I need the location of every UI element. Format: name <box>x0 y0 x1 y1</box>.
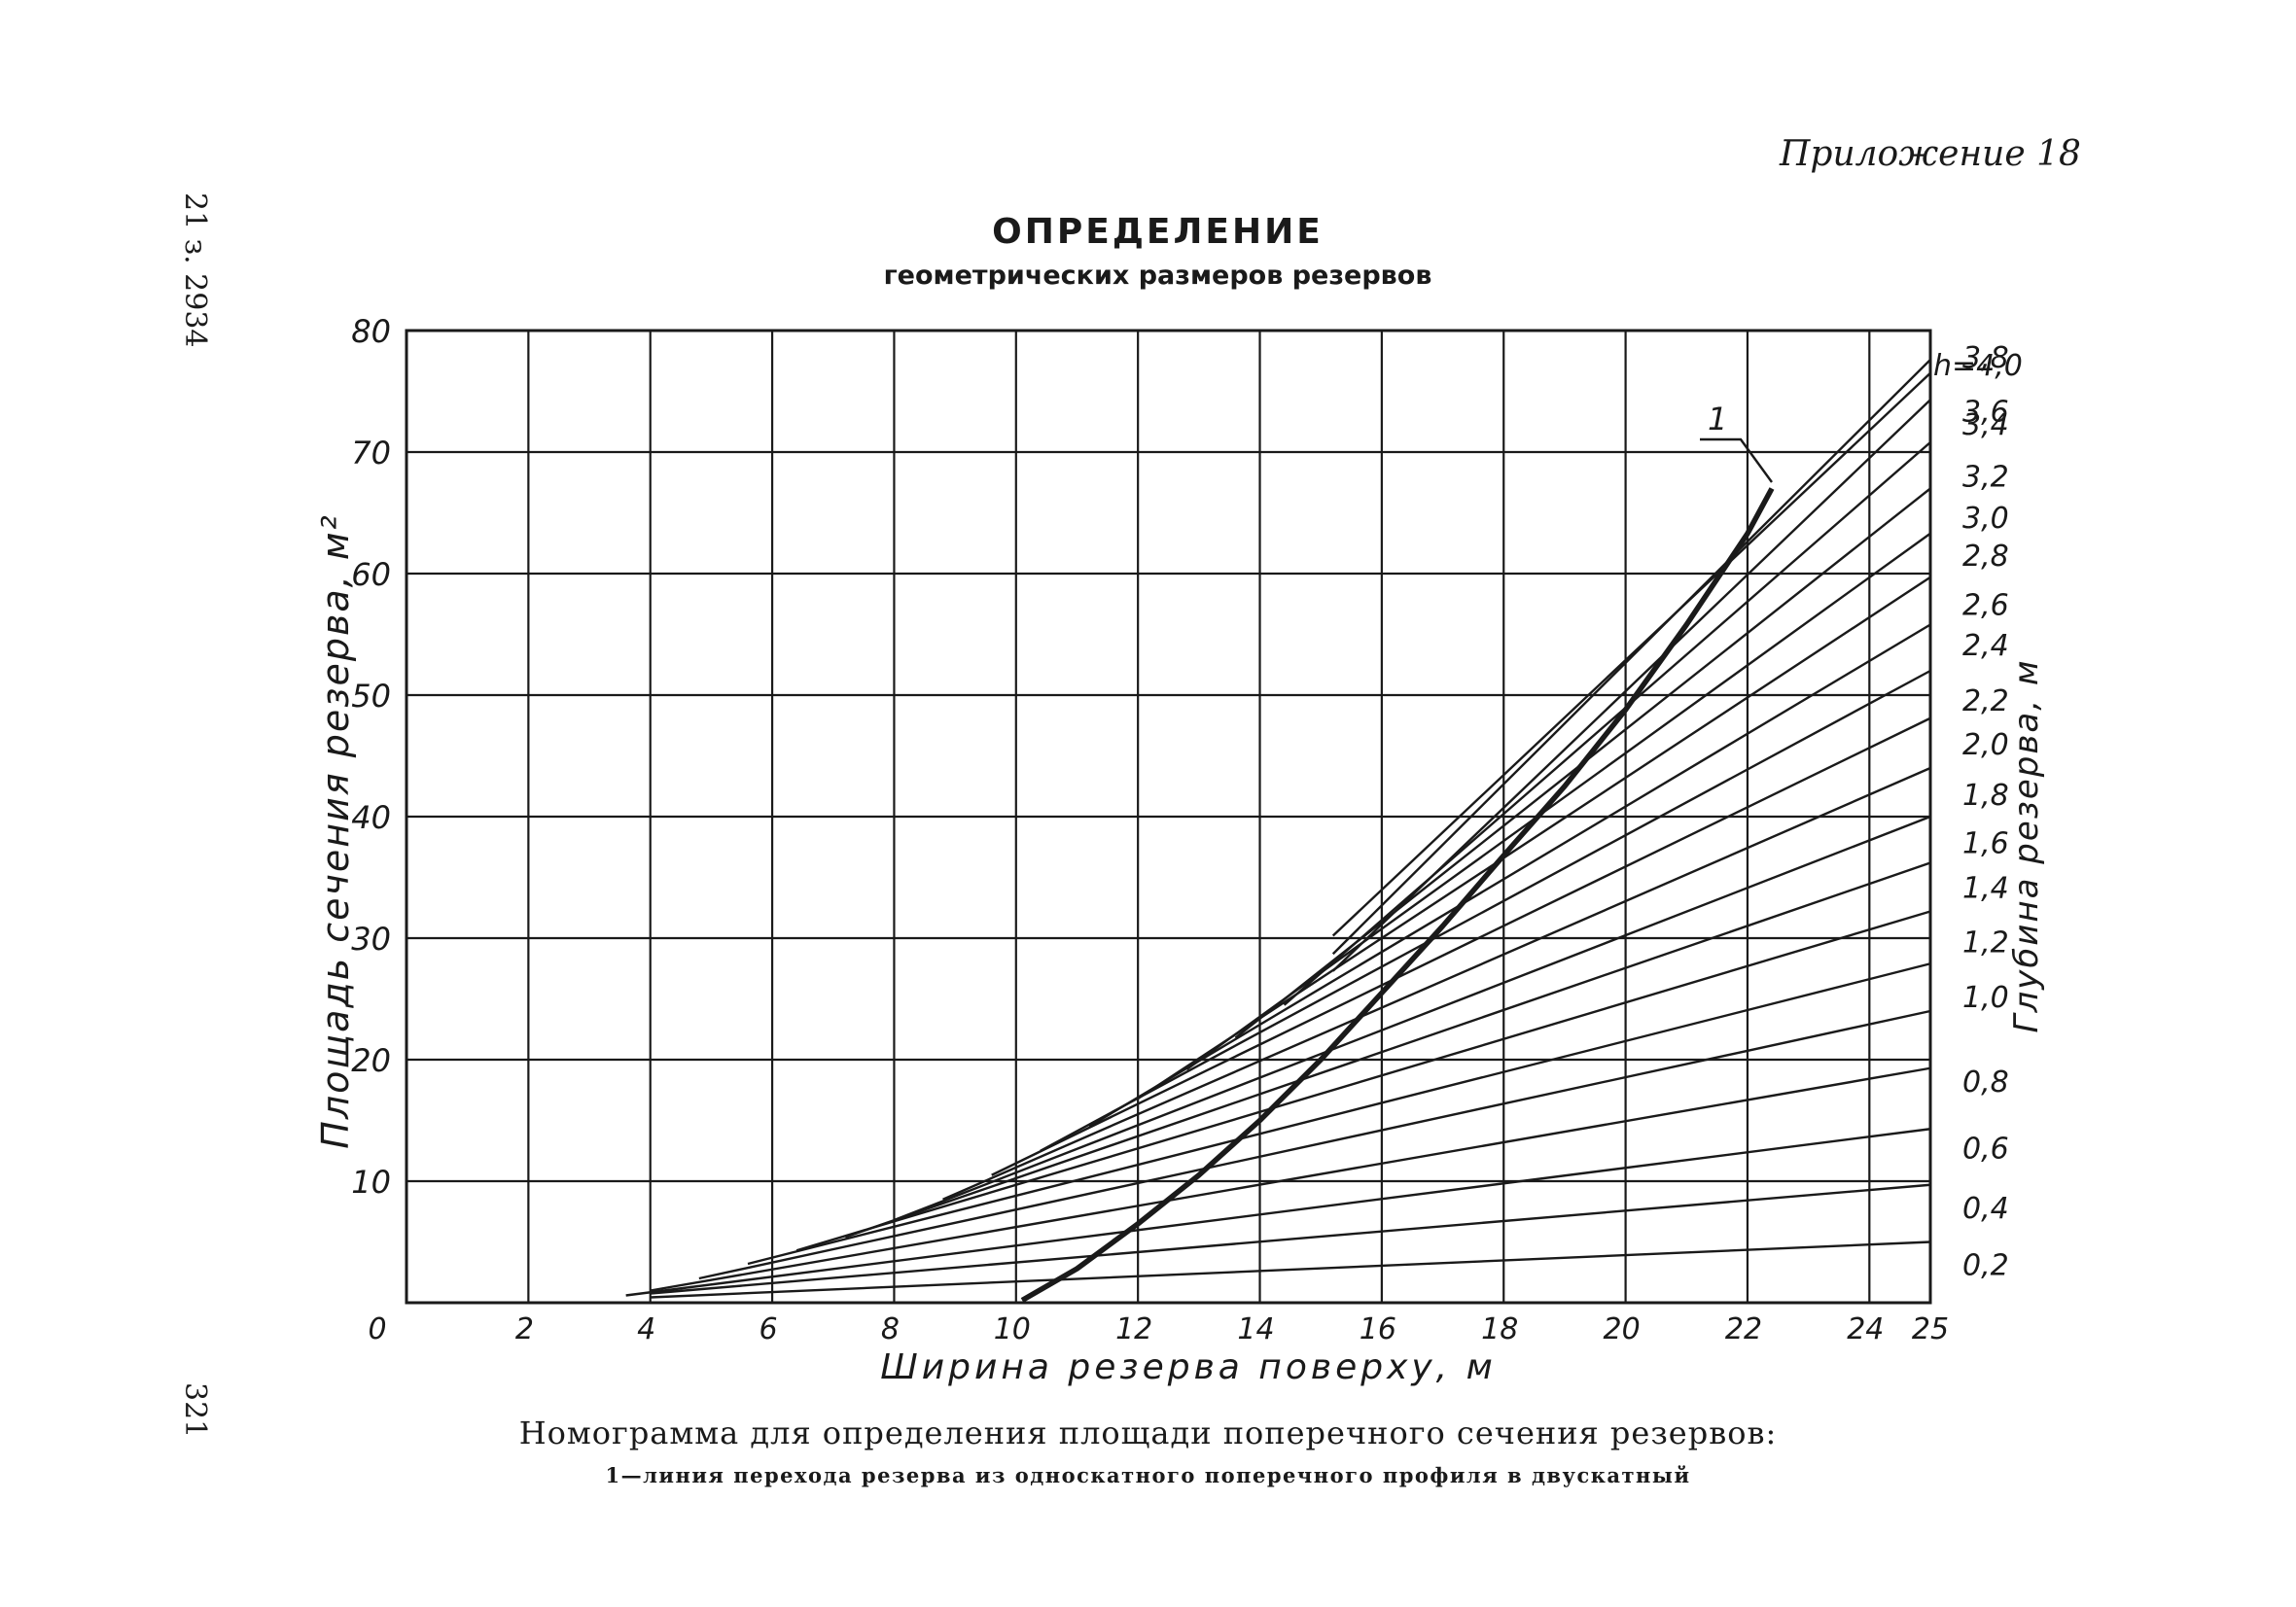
x-tick-label: 20 <box>1604 1312 1641 1346</box>
x-tick-label: 2 <box>515 1312 534 1346</box>
y-tick-label: 50 <box>351 678 391 715</box>
x-tick-label: 25 <box>1912 1312 1949 1346</box>
right-axis-label: Глубина резерва, м <box>2007 659 2046 1033</box>
depth-label: 0,8 <box>1962 1066 2009 1100</box>
depth-label: 3,2 <box>1962 461 2009 495</box>
depth-label: 0,2 <box>1962 1249 2009 1283</box>
depth-line <box>844 861 1931 1239</box>
chart-subtitle: геометрических размеров резервов <box>883 261 1432 291</box>
depth-line <box>625 1128 1931 1297</box>
y-tick-label: 10 <box>351 1164 391 1201</box>
y-tick-label: 70 <box>351 435 391 472</box>
depth-label: 2,6 <box>1962 589 2009 623</box>
depth-line <box>650 1240 1931 1299</box>
x-tick-label: 16 <box>1360 1312 1396 1346</box>
depth-label: 1,4 <box>1962 872 2009 906</box>
x-tick-label: 6 <box>759 1312 778 1346</box>
appendix-label: Приложение 18 <box>1780 134 2081 174</box>
depth-label: 0,6 <box>1962 1132 2009 1166</box>
y-tick-label: 80 <box>351 313 391 350</box>
depth-label: 2,2 <box>1962 684 2009 718</box>
depth-line <box>1185 532 1931 1070</box>
depth-line <box>698 1009 1931 1280</box>
depth-label: 1,0 <box>1962 981 2009 1015</box>
depth-label: 1,2 <box>1962 926 2009 960</box>
y-axis-label: Площадь сечения резерва, м² <box>314 513 357 1148</box>
depth-label: 3,4 <box>1962 408 2009 442</box>
depth-line <box>942 766 1931 1201</box>
chart-title: ОПРЕДЕЛЕНИЕ <box>992 212 1324 252</box>
depth-label: 3,0 <box>1962 502 2009 536</box>
depth-line <box>795 910 1931 1252</box>
y-tick-label: 20 <box>351 1042 391 1079</box>
depth-label: 3,6 <box>1962 395 2009 429</box>
x-axis-label: Ширина резерва поверху, м <box>880 1347 1496 1387</box>
depth-label: 0,4 <box>1962 1192 2009 1226</box>
figure-caption-note: 1—линия перехода резерва из односкатного… <box>605 1463 1691 1487</box>
depth-line <box>894 815 1931 1222</box>
x-tick-label: 4 <box>637 1312 655 1346</box>
depth-line <box>1088 623 1931 1128</box>
depth-label: 3,8 <box>1962 341 2009 375</box>
y-tick-label: 60 <box>351 556 391 593</box>
x-tick-label: 18 <box>1481 1312 1518 1346</box>
x-tick-label: 0 <box>368 1312 386 1346</box>
x-tick-label: 14 <box>1237 1312 1274 1346</box>
depth-line <box>1331 359 1931 956</box>
depth-line <box>1040 669 1931 1152</box>
x-tick-label: 8 <box>881 1312 900 1346</box>
depth-line <box>1331 399 1931 972</box>
transition-curve <box>1020 487 1775 1303</box>
x-tick-label: 24 <box>1847 1312 1884 1346</box>
depth-line <box>1331 371 1931 937</box>
figure-caption: Номограмма для определения площади попер… <box>518 1415 1778 1451</box>
curve-label-leader <box>1700 437 1773 483</box>
depth-line <box>991 716 1931 1176</box>
depth-label: h=4,0 <box>1933 349 2023 383</box>
y-tick-label: 30 <box>351 921 391 958</box>
curve-label: 1 <box>1708 401 1727 437</box>
depth-label: 1,8 <box>1962 779 2009 813</box>
x-tick-label: 22 <box>1725 1312 1762 1346</box>
y-tick-label: 40 <box>351 799 391 836</box>
depth-label: 2,0 <box>1962 728 2009 762</box>
depth-line <box>747 962 1931 1266</box>
depth-line <box>650 1066 1931 1292</box>
depth-label: 2,8 <box>1962 540 2009 574</box>
depth-line <box>650 1183 1931 1295</box>
depth-label: 2,4 <box>1962 629 2009 663</box>
x-tick-label: 10 <box>994 1312 1031 1346</box>
depth-line <box>1283 441 1931 1006</box>
depth-label: 1,6 <box>1962 827 2009 861</box>
x-tick-label: 12 <box>1115 1312 1152 1346</box>
